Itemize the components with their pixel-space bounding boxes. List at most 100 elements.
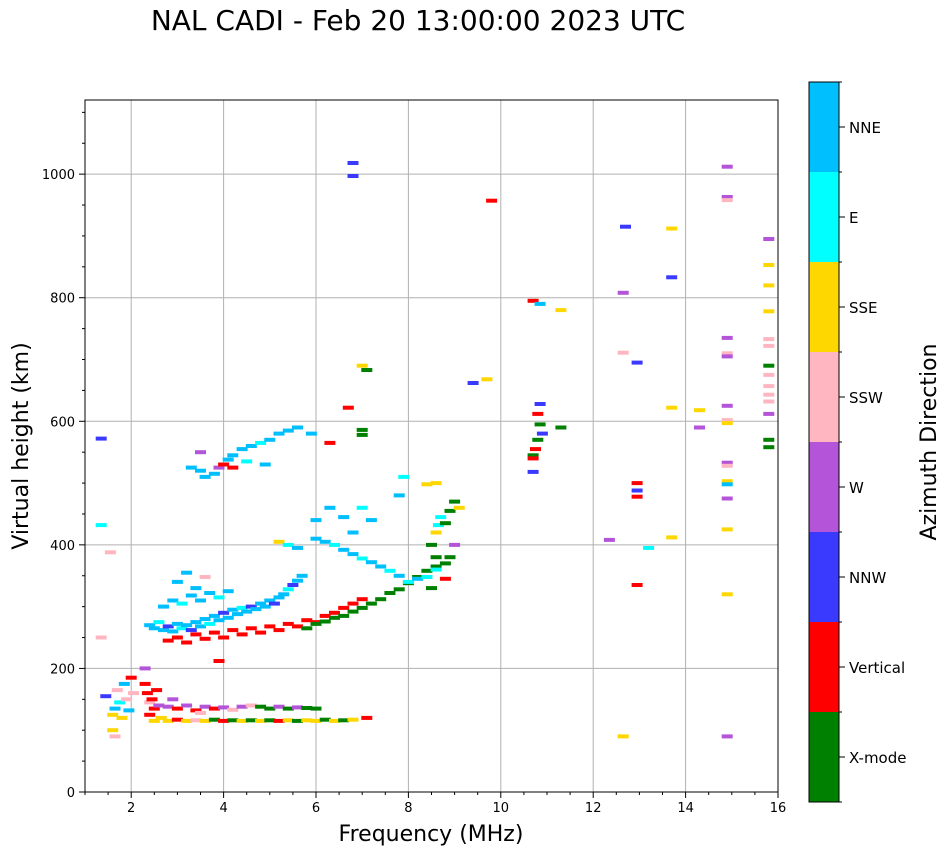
data-point-sse	[666, 535, 678, 540]
data-point-e	[402, 579, 414, 584]
data-point-nnw	[536, 431, 548, 436]
data-point-x-mode	[264, 706, 276, 711]
data-point-ssw	[763, 392, 775, 397]
data-point-nne	[204, 591, 216, 595]
data-point-nne	[282, 428, 294, 433]
data-point-nne	[213, 618, 225, 623]
data-point-nne	[181, 570, 193, 575]
data-point-e	[255, 440, 267, 445]
data-point-sse	[148, 718, 160, 723]
data-point-ssw	[199, 575, 211, 579]
data-point-vertical	[151, 688, 163, 693]
data-point-e	[398, 474, 410, 479]
data-point-nne	[264, 437, 276, 442]
data-point-x-mode	[763, 363, 775, 368]
data-point-w	[449, 542, 461, 547]
data-point-vertical	[361, 715, 373, 720]
data-point-nnw	[534, 402, 546, 406]
data-point-e	[356, 505, 368, 510]
data-point-x-mode	[255, 704, 267, 709]
data-point-nne	[245, 444, 257, 448]
data-point-nne	[208, 471, 220, 476]
data-point-w	[167, 697, 179, 702]
data-point-x-mode	[532, 437, 544, 442]
data-point-w	[292, 705, 303, 710]
data-point-w	[721, 403, 733, 408]
data-point-x-mode	[338, 718, 350, 723]
data-point-x-mode	[282, 706, 294, 711]
data-point-vertical	[218, 462, 230, 467]
data-point-w	[721, 354, 733, 359]
data-point-e	[153, 620, 165, 625]
data-point-w	[721, 335, 733, 340]
colorbar-tick-label: NNE	[849, 119, 881, 137]
y-tick-label: 200	[50, 662, 75, 677]
data-point-ssw	[144, 700, 156, 705]
data-point-e	[204, 621, 216, 626]
data-point-x-mode	[375, 597, 387, 602]
data-point-ssw	[617, 350, 629, 355]
data-point-nne	[190, 620, 202, 625]
data-point-x-mode	[439, 521, 451, 526]
data-point-e	[213, 595, 225, 600]
colorbar-tick-label: SSW	[849, 389, 883, 407]
chart-title: NAL CADI - Feb 20 13:00:00 2023 UTC	[150, 4, 686, 37]
data-point-w	[139, 666, 151, 671]
data-point-e	[430, 567, 442, 572]
data-point-nne	[199, 617, 211, 621]
data-point-e	[356, 556, 368, 561]
data-point-w	[181, 703, 193, 708]
colorbar-tick-label: X-mode	[849, 749, 906, 767]
data-point-x-mode	[444, 555, 456, 560]
data-point-nnw	[631, 360, 643, 365]
data-point-vertical	[171, 706, 183, 711]
data-point-x-mode	[534, 422, 546, 427]
data-point-vertical	[199, 636, 211, 641]
data-point-x-mode	[356, 427, 368, 432]
data-point-nnw	[245, 604, 257, 609]
data-point-e	[236, 605, 248, 610]
data-point-sse	[721, 527, 733, 532]
data-point-w	[273, 704, 285, 709]
data-point-sse	[273, 539, 285, 544]
data-point-nne	[375, 564, 387, 569]
data-point-nne	[319, 539, 331, 544]
data-point-vertical	[439, 576, 451, 581]
data-point-ssw	[721, 351, 733, 356]
data-point-nnw	[347, 174, 359, 178]
data-point-nnw	[218, 610, 230, 615]
data-point-x-mode	[426, 542, 437, 547]
data-point-sse	[481, 377, 493, 382]
data-point-vertical	[245, 626, 257, 631]
data-point-sse	[107, 712, 119, 717]
data-point-nne	[118, 681, 130, 686]
data-point-ssw	[95, 635, 107, 640]
data-point-x-mode	[763, 445, 775, 450]
data-point-sse	[453, 505, 465, 510]
y-axis-ticks: 0 200 400 600 800 1000	[42, 111, 85, 801]
data-point-vertical	[181, 640, 193, 645]
data-point-nne	[222, 589, 234, 594]
data-point-w	[763, 411, 775, 416]
data-point-nne	[227, 453, 239, 458]
data-point-ssw	[128, 691, 139, 696]
data-point-x-mode	[393, 587, 405, 592]
data-point-e	[176, 601, 188, 606]
data-point-sse	[107, 728, 119, 733]
data-point-nnw	[631, 488, 643, 493]
data-point-x-mode	[227, 718, 239, 723]
data-point-vertical	[342, 405, 354, 410]
data-point-nne	[393, 493, 405, 498]
data-point-nne	[167, 629, 179, 634]
data-point-x-mode	[361, 368, 373, 372]
y-tick-label: 0	[67, 786, 75, 801]
data-point-x-mode	[329, 615, 340, 620]
data-point-x-mode	[527, 453, 539, 458]
data-point-nne	[264, 598, 276, 603]
data-point-vertical	[264, 624, 276, 629]
data-point-x-mode	[430, 555, 442, 560]
data-point-sse	[721, 421, 733, 426]
data-point-ssw	[721, 418, 733, 423]
data-point-nne	[195, 624, 206, 629]
data-point-nne	[412, 576, 424, 581]
